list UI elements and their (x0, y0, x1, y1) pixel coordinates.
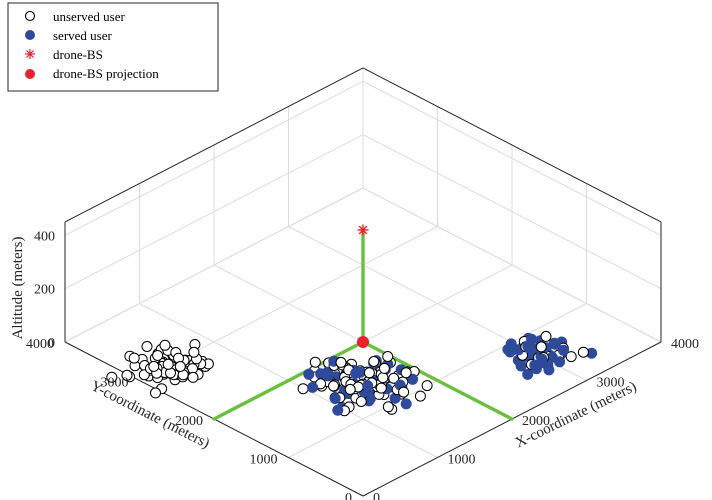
served-user-point (362, 380, 374, 392)
unserved-user-point (335, 356, 347, 368)
legend-marker-unserved (24, 10, 36, 22)
served-user-point (322, 370, 334, 382)
unserved-user-point (150, 387, 161, 399)
unserved-user-point (187, 371, 199, 383)
legend: unserved user served user drone-BS drone… (7, 2, 219, 92)
grid-line-z (64, 134, 364, 290)
served-user-point (502, 344, 514, 355)
served-user-point (543, 364, 555, 376)
served-user-point (522, 368, 534, 380)
x-tick-label: 0 (373, 491, 380, 500)
served-user-point (329, 393, 341, 404)
legend-label-unserved: unserved user (53, 9, 126, 24)
y-tick-label: 1000 (250, 453, 278, 468)
served-user-point (350, 367, 362, 379)
served-user-point (529, 359, 541, 371)
legend-marker-projection (25, 69, 35, 79)
legend-label-drone: drone-BS (53, 47, 103, 62)
unserved-user-point (344, 383, 356, 395)
unserved-user-point (148, 360, 160, 372)
z-tick-label: 200 (34, 283, 55, 298)
unserved-user-point (128, 352, 140, 364)
served-user-point (400, 398, 412, 410)
y-tick-label: 2000 (175, 414, 203, 429)
y-tick-label: 3000 (101, 376, 129, 391)
grid-line-z (362, 134, 662, 290)
served-user-point (303, 368, 315, 380)
unserved-user-point (363, 367, 375, 379)
y-tick-label: 0 (345, 491, 352, 500)
x-tick-label: 4000 (671, 337, 699, 352)
unserved-user-point (535, 341, 547, 353)
z-axis-title: Altitude (meters) (10, 237, 26, 340)
served-user-point (332, 404, 344, 416)
unserved-user-point (174, 361, 186, 372)
served-user-point (523, 342, 535, 354)
guide-line (212, 340, 365, 421)
served-user-point (558, 344, 569, 356)
legend-marker-drone (25, 49, 35, 59)
drone-bs-point (357, 224, 369, 236)
unserved-user-point (188, 346, 200, 358)
unserved-user-point (368, 356, 380, 367)
legend-box (7, 2, 219, 92)
grid-line-z (362, 187, 662, 343)
unserved-user-point (106, 371, 118, 383)
unserved-user-point (141, 341, 153, 352)
unserved-user-point (565, 351, 577, 363)
unserved-user-point (328, 380, 339, 392)
unserved-user-point (377, 372, 389, 384)
unserved-user-point (121, 369, 133, 381)
unserved-user-point (540, 330, 552, 342)
unserved-user-point (382, 401, 394, 413)
unserved-user-point (309, 356, 321, 368)
drone-bs-projection-point (357, 336, 369, 348)
unserved-user-point (398, 386, 410, 398)
x-tick-label: 1000 (448, 453, 476, 468)
grid-line-z (362, 80, 662, 236)
user-points (106, 330, 598, 417)
frame-top-edge (64, 67, 364, 223)
unserved-user-point (159, 339, 171, 351)
served-user-point (549, 338, 561, 350)
grid-line-z (64, 80, 364, 236)
unserved-user-point (421, 380, 433, 392)
served-user-point (554, 356, 566, 368)
y-tick-label: 4000 (26, 337, 54, 352)
unserved-user-point (152, 350, 164, 361)
z-tick-label: 0 (48, 336, 55, 351)
drone-markers (357, 224, 369, 348)
unserved-user-point (355, 396, 367, 407)
legend-marker-served (25, 30, 35, 40)
served-user-point (307, 381, 319, 393)
served-user-point (536, 353, 548, 365)
served-user-point (407, 373, 419, 385)
unserved-user-point (162, 358, 174, 370)
unserved-user-point (414, 390, 426, 402)
x-tick-label: 3000 (597, 376, 625, 391)
unserved-user-point (375, 382, 387, 394)
legend-label-projection: drone-BS projection (53, 66, 159, 81)
unserved-user-point (297, 383, 309, 395)
frame-top-edge (362, 67, 662, 223)
unserved-user-point (577, 346, 589, 358)
unserved-user-point (388, 372, 400, 384)
unserved-user-point (400, 367, 412, 379)
legend-label-served: served user (53, 28, 113, 43)
unserved-user-point (382, 351, 394, 362)
x-tick-label: 2000 (522, 414, 550, 429)
unserved-user-point (378, 362, 390, 374)
grid-line-z (64, 187, 364, 343)
z-tick-label: 400 (34, 229, 55, 244)
